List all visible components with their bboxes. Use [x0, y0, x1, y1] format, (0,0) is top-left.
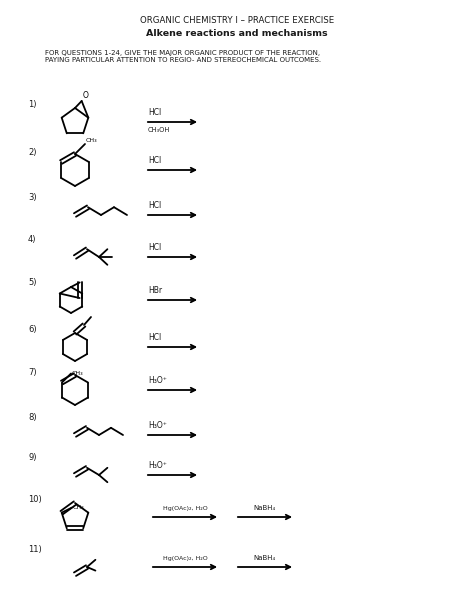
- Text: 5): 5): [28, 278, 36, 287]
- Text: CH₃OH: CH₃OH: [148, 127, 170, 133]
- Text: 4): 4): [28, 235, 36, 244]
- Text: Hg(OAc)₂, H₂O: Hg(OAc)₂, H₂O: [163, 506, 207, 511]
- Text: 9): 9): [28, 453, 36, 462]
- Text: NaBH₄: NaBH₄: [254, 555, 276, 561]
- Text: 10): 10): [28, 495, 42, 504]
- Text: H₃O⁺: H₃O⁺: [148, 421, 167, 430]
- Text: 8): 8): [28, 413, 36, 422]
- Text: 2): 2): [28, 148, 36, 157]
- Text: Hg(OAc)₂, H₂O: Hg(OAc)₂, H₂O: [163, 556, 207, 561]
- Text: FOR QUESTIONS 1-24, GIVE THE MAJOR ORGANIC PRODUCT OF THE REACTION,
PAYING PARTI: FOR QUESTIONS 1-24, GIVE THE MAJOR ORGAN…: [45, 50, 321, 63]
- Text: CH₃: CH₃: [86, 138, 98, 143]
- Text: ORGANIC CHEMISTRY I – PRACTICE EXERCISE: ORGANIC CHEMISTRY I – PRACTICE EXERCISE: [140, 15, 334, 25]
- Text: O: O: [82, 91, 89, 100]
- Text: HCl: HCl: [148, 333, 161, 342]
- Text: 7): 7): [28, 368, 36, 377]
- Text: 3): 3): [28, 193, 36, 202]
- Text: H₃O⁺: H₃O⁺: [148, 461, 167, 470]
- Text: CH₃: CH₃: [72, 371, 83, 376]
- Text: 11): 11): [28, 545, 42, 554]
- Text: 6): 6): [28, 325, 36, 334]
- Text: HBr: HBr: [148, 286, 162, 295]
- Text: NaBH₄: NaBH₄: [254, 505, 276, 511]
- Text: CH₃: CH₃: [73, 505, 84, 510]
- Text: HCl: HCl: [148, 108, 161, 117]
- Text: HCl: HCl: [148, 201, 161, 210]
- Text: HCl: HCl: [148, 156, 161, 165]
- Text: Alkene reactions and mechanisms: Alkene reactions and mechanisms: [146, 28, 328, 37]
- Text: H₃O⁺: H₃O⁺: [148, 376, 167, 385]
- Text: 1): 1): [28, 100, 36, 109]
- Text: HCl: HCl: [148, 243, 161, 252]
